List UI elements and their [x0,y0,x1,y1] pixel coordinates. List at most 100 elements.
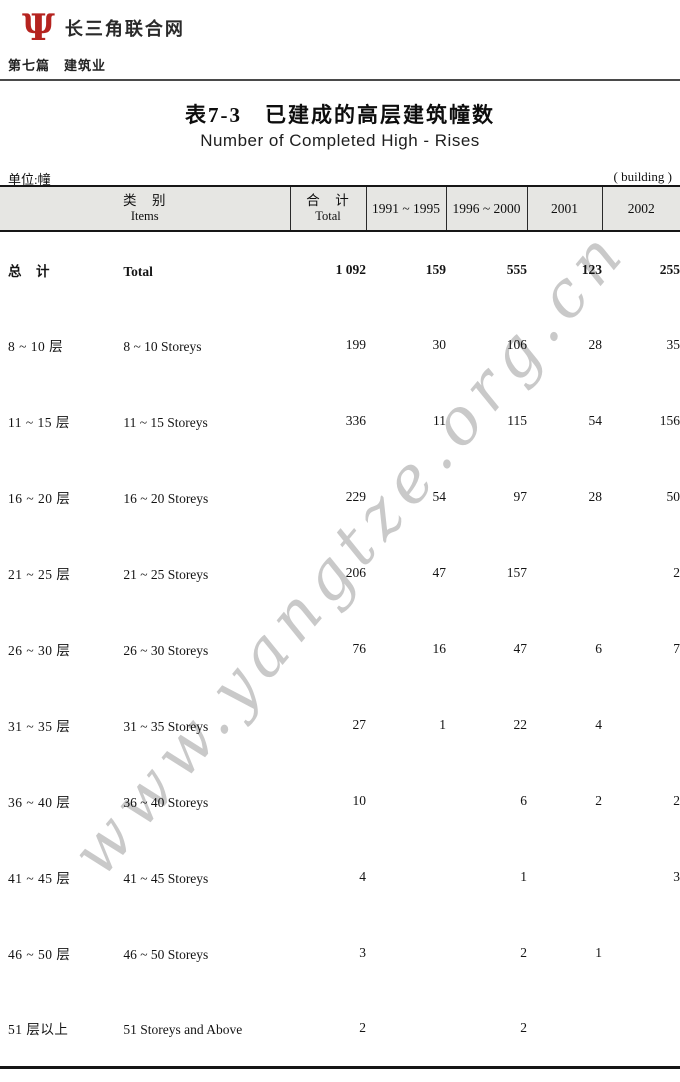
header-items-cn: 类 别 [123,193,167,209]
row-label-cn: 41 ~ 45 层 [8,871,71,886]
cell-1991-1995: 30 [432,337,447,352]
table-row: 16 ~ 20 层 16 ~ 20 Storeys 229 54 97 28 5… [0,459,680,535]
row-labels: 36 ~ 40 层 36 ~ 40 Storeys [0,763,290,839]
cell-1991-1995: 54 [432,489,447,504]
row-label-en: 21 ~ 25 Storeys [123,567,209,582]
site-logo: Ψ 长三角联合网 [22,10,185,46]
cell-1996-2000: 1 [520,869,527,884]
cell-2002 [602,915,680,991]
cell-1996-2000: 157 [506,565,527,580]
row-labels: 16 ~ 20 层 16 ~ 20 Storeys [0,459,290,535]
row-label-cn: 46 ~ 50 层 [8,947,71,962]
row-labels: 8 ~ 10 层 8 ~ 10 Storeys [0,307,290,383]
row-labels: 46 ~ 50 层 46 ~ 50 Storeys [0,915,290,991]
table-row: 总 计 Total 1 092 159 555 123 255 [0,231,680,307]
row-label-en: 8 ~ 10 Storeys [123,339,202,354]
row-label-en: 51 Storeys and Above [123,1022,243,1038]
site-name: 长三角联合网 [64,19,185,40]
statistics-table: 类 别 Items 合 计 Total 1991 ~ 1995 1996 ~ 2… [0,185,680,1069]
cell-2001 [527,991,602,1067]
cell-1996-2000: 22 [513,717,528,732]
cell-total: 1 092 [335,261,366,277]
row-label-en: 16 ~ 20 Storeys [123,491,209,506]
row-label-cn: 8 ~ 10 层 [8,339,64,354]
unit-label-cn: 单位:幢 [8,172,51,187]
header-2001: 2001 [526,186,602,231]
row-labels: 21 ~ 25 层 21 ~ 25 Storeys [0,535,290,611]
cell-2002: 3 [673,869,680,884]
table-row: 26 ~ 30 层 26 ~ 30 Storeys 76 16 47 6 7 [0,611,680,687]
table-row: 46 ~ 50 层 46 ~ 50 Storeys 3 2 1 [0,915,680,991]
cell-2002: 35 [666,337,680,352]
cell-2001 [527,839,602,915]
cell-1991-1995: 16 [432,641,447,656]
row-label-en: 46 ~ 50 Storeys [123,947,209,962]
row-label-cn: 11 ~ 15 层 [8,415,70,430]
cell-2001: 1 [595,945,602,960]
table-body: 总 计 Total 1 092 159 555 123 255 8 ~ 10 层… [0,231,680,1067]
unit-label-en: ( building ) [613,169,673,184]
cell-1991-1995: 47 [432,565,447,580]
row-labels: 51 层以上 51 Storeys and Above [0,991,290,1067]
table-header: 类 别 Items 合 计 Total 1991 ~ 1995 1996 ~ 2… [0,186,680,231]
table-row: 36 ~ 40 层 36 ~ 40 Storeys 10 6 2 2 [0,763,680,839]
cell-total: 2 [359,1020,366,1036]
header-total: 合 计 Total [289,186,366,231]
cell-total: 206 [345,565,366,580]
cell-total: 4 [359,869,366,884]
cell-1991-1995: 159 [425,261,446,277]
row-labels: 41 ~ 45 层 41 ~ 45 Storeys [0,839,290,915]
header-2002: 2002 [601,186,680,231]
cell-2001 [527,535,602,611]
cell-total: 199 [345,337,366,352]
cell-1991-1995 [366,839,446,915]
cell-1996-2000: 47 [513,641,528,656]
table-row: 8 ~ 10 层 8 ~ 10 Storeys 199 30 106 28 35 [0,307,680,383]
page-title: 表7-3 已建成的高层建筑幢数 [185,103,495,127]
header-total-cn: 合 计 [306,193,350,209]
cell-1991-1995 [366,991,446,1067]
row-label-cn: 21 ~ 25 层 [8,567,71,582]
row-label-cn: 51 层以上 [8,1022,69,1038]
row-label-cn: 16 ~ 20 层 [8,491,71,506]
cell-2001: 4 [595,717,602,732]
page-subtitle: Number of Completed High - Rises [200,131,480,150]
row-label-en: 11 ~ 15 Storeys [123,415,208,430]
row-label-en: Total [123,263,153,279]
row-labels: 总 计 Total [0,231,290,307]
cell-1996-2000: 106 [506,337,527,352]
cell-2002: 255 [659,261,680,277]
row-label-en: 36 ~ 40 Storeys [123,795,209,810]
breadcrumb: 第七篇 建筑业 [0,55,680,81]
row-labels: 11 ~ 15 层 11 ~ 15 Storeys [0,383,290,459]
unit-line: 单位:幢 ( building ) [8,169,672,188]
cell-1996-2000: 6 [520,793,527,808]
cell-total: 10 [352,793,367,808]
cell-2001: 28 [588,337,603,352]
table-row: 11 ~ 15 层 11 ~ 15 Storeys 336 11 115 54 … [0,383,680,459]
cell-total: 336 [345,413,366,428]
cell-2001: 54 [588,413,603,428]
cell-2001: 6 [595,641,602,656]
cell-1996-2000: 555 [506,261,527,277]
row-label-en: 41 ~ 45 Storeys [123,871,209,886]
cell-1991-1995: 1 [439,717,446,732]
header-items-en: Items [130,209,159,224]
cell-2002: 2 [673,565,680,580]
header-items: 类 别 Items [0,186,290,231]
header-1996-2000: 1996 ~ 2000 [445,186,527,231]
trident-logo-icon: Ψ [22,7,55,49]
table-row: 31 ~ 35 层 31 ~ 35 Storeys 27 1 22 4 [0,687,680,763]
cell-total: 76 [352,641,367,656]
cell-2002 [602,687,680,763]
cell-2001: 123 [581,261,602,277]
cell-2002: 50 [666,489,680,504]
row-label-cn: 31 ~ 35 层 [8,719,71,734]
table-row: 21 ~ 25 层 21 ~ 25 Storeys 206 47 157 2 [0,535,680,611]
table-row: 51 层以上 51 Storeys and Above 2 2 [0,991,680,1067]
row-label-cn: 36 ~ 40 层 [8,795,71,810]
row-labels: 26 ~ 30 层 26 ~ 30 Storeys [0,611,290,687]
cell-1996-2000: 97 [513,489,528,504]
cell-2002: 7 [673,641,680,656]
